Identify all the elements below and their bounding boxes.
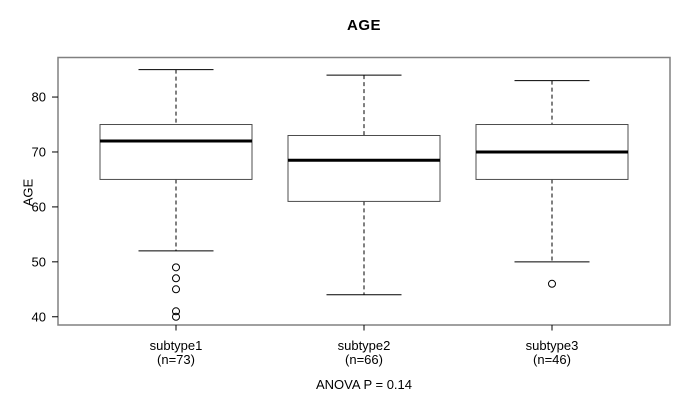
- group-label: subtype1: [149, 338, 203, 353]
- group-sublabel: (n=46): [533, 352, 571, 367]
- outlier-point: [172, 307, 180, 316]
- iqr-box-subtype1: [99, 124, 253, 180]
- outlier-point: [172, 312, 180, 321]
- outlier-point: [172, 285, 180, 294]
- iqr-box-subtype2: [287, 134, 441, 202]
- group-label: subtype2: [337, 338, 391, 353]
- y-tick-label: 70: [31, 144, 46, 160]
- x-tick-label-group: subtype2 (n=66): [294, 339, 434, 367]
- x-tick-label-group: subtype1 (n=73): [106, 339, 246, 367]
- y-tick-label: 40: [31, 309, 46, 325]
- x-tick-label-group: subtype3 (n=46): [482, 339, 622, 367]
- y-tick-label: 50: [31, 254, 46, 270]
- group-label: subtype3: [525, 338, 579, 353]
- y-tick-label: 80: [31, 89, 46, 105]
- plot-marks: [52, 69, 629, 331]
- anova-p-value: ANOVA P = 0.14: [316, 377, 412, 392]
- chart-title: AGE: [346, 17, 381, 34]
- y-tick-label: 60: [31, 199, 46, 215]
- outlier-point: [172, 274, 180, 283]
- group-sublabel: (n=66): [345, 352, 383, 367]
- group-sublabel: (n=73): [157, 352, 195, 367]
- outlier-point: [172, 263, 180, 272]
- outlier-point: [548, 279, 556, 288]
